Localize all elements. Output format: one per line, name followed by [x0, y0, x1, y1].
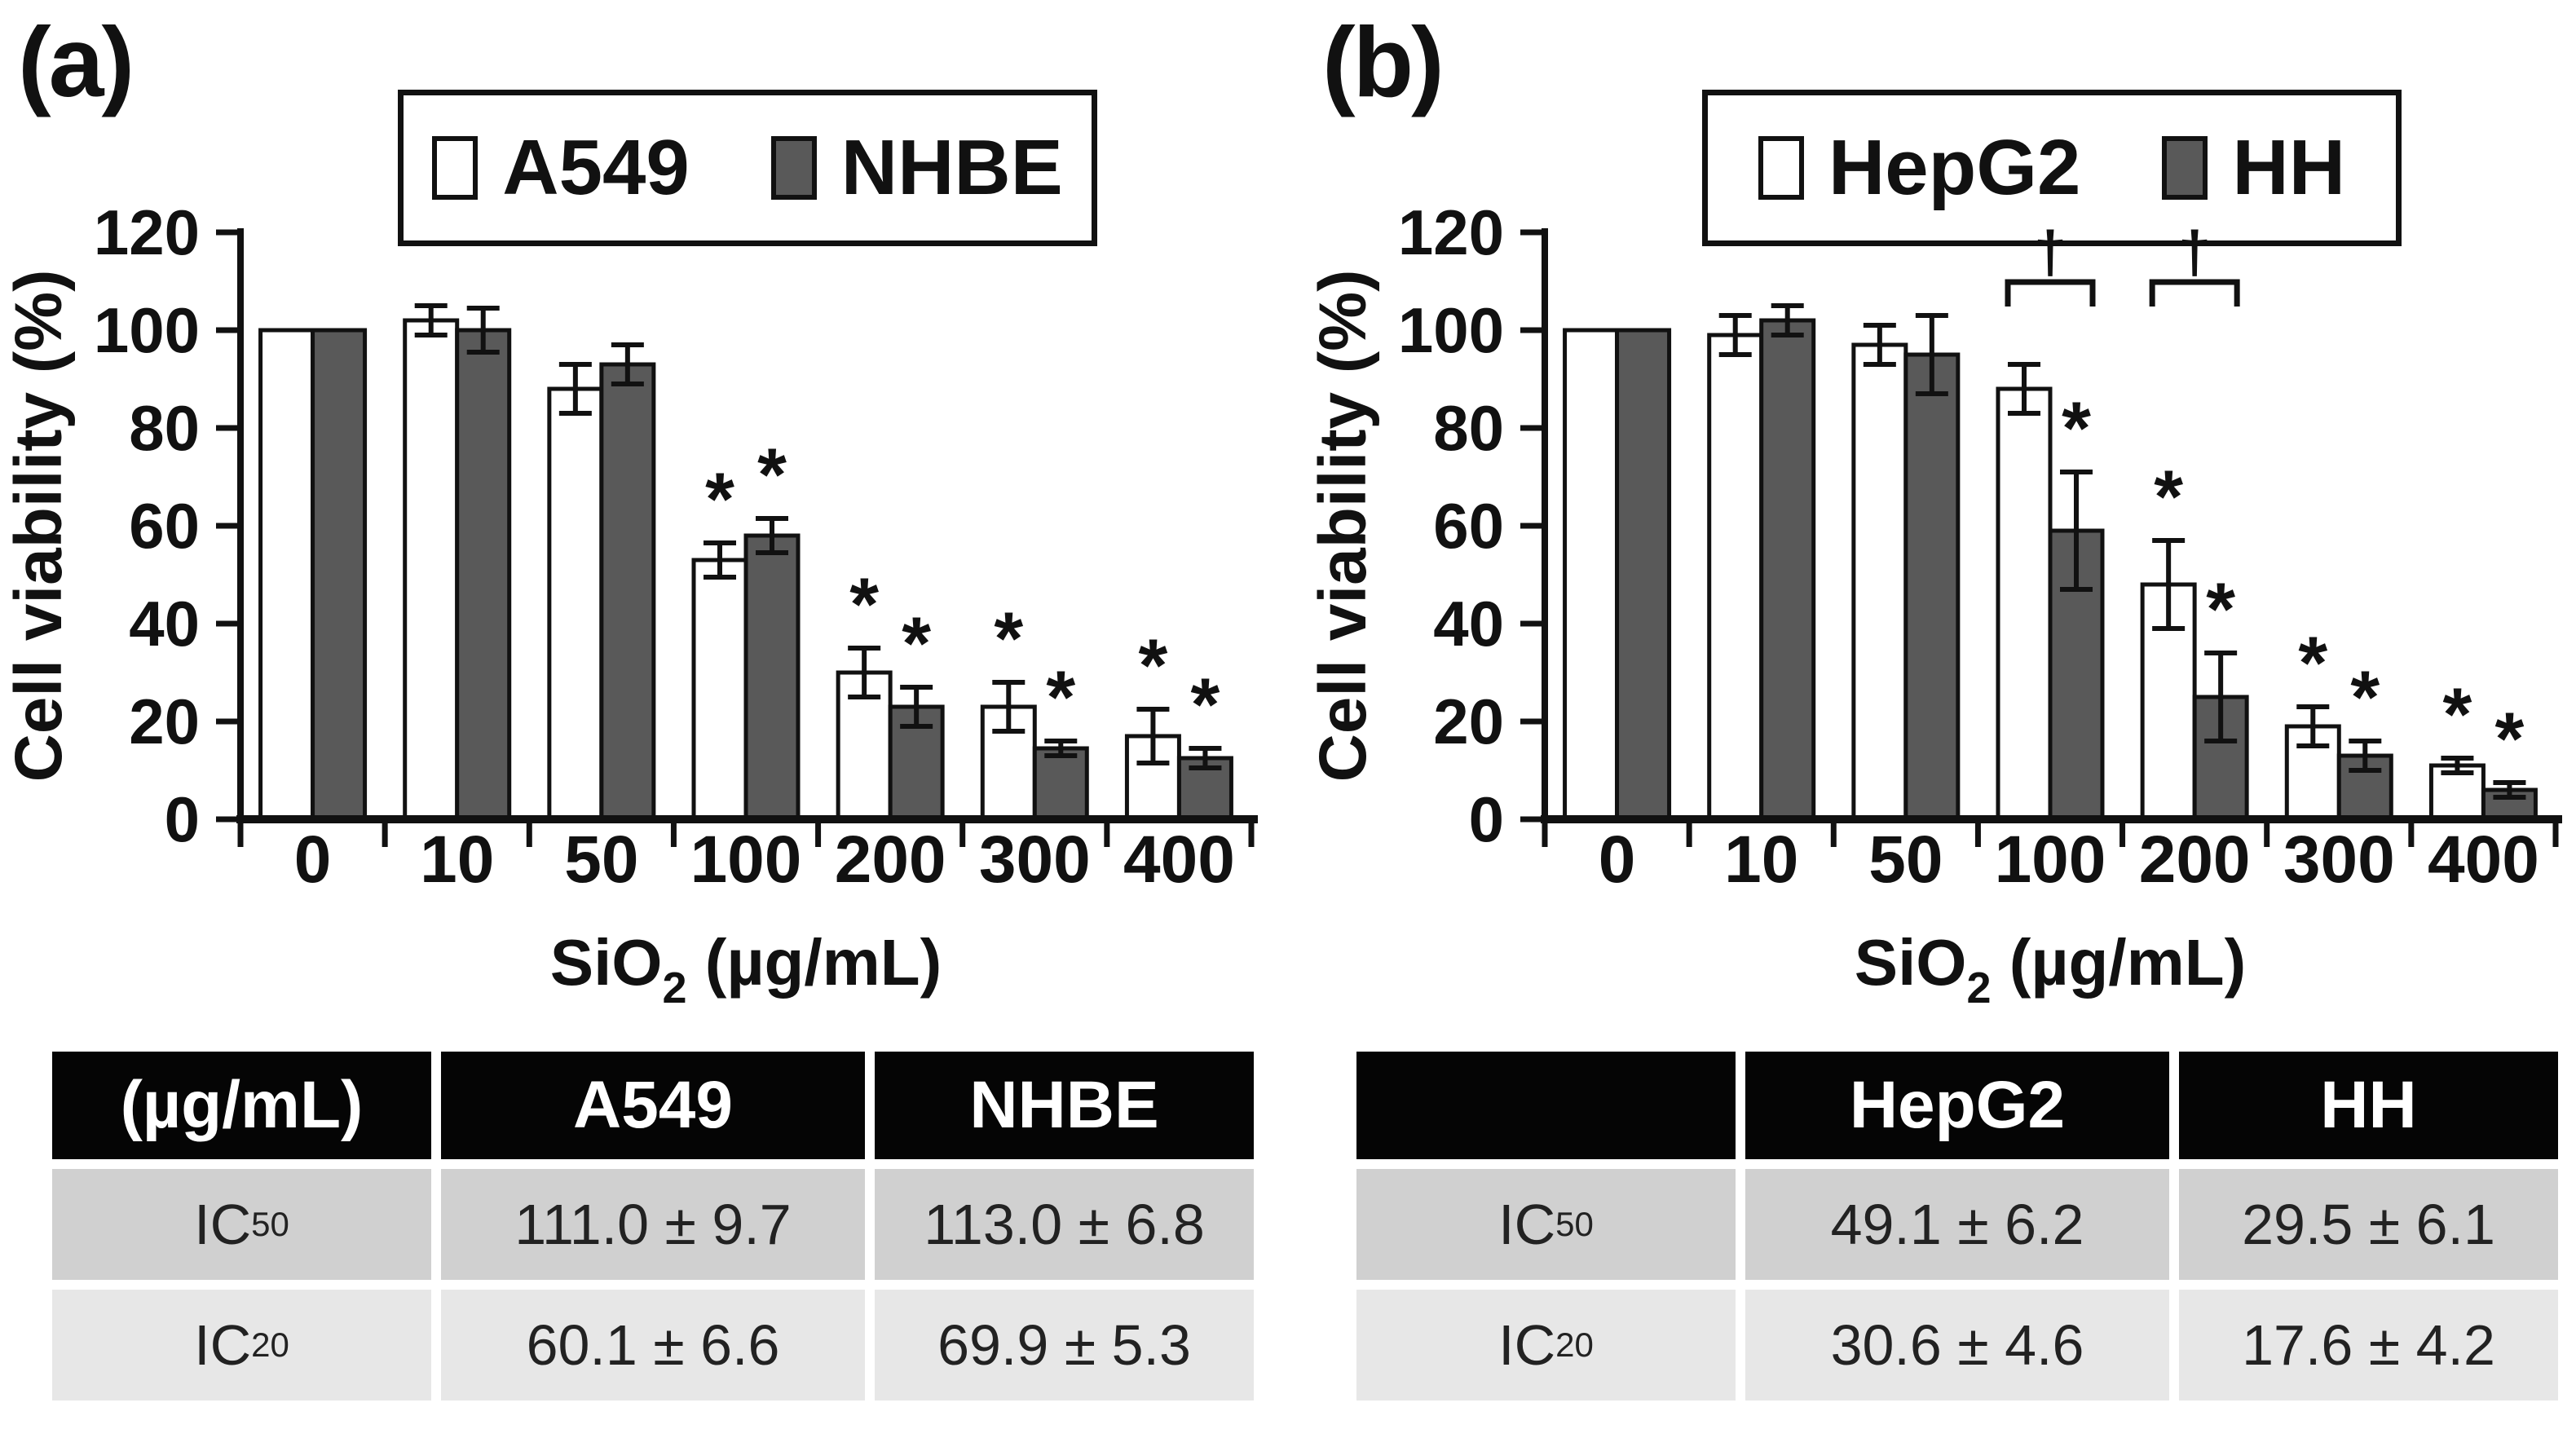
svg-text:400: 400 — [2428, 823, 2539, 897]
ic20-sub: 20 — [251, 1326, 289, 1364]
svg-text:100: 100 — [1398, 294, 1504, 366]
svg-text:200: 200 — [835, 823, 946, 897]
legend-label-nhbe: NHBE — [840, 124, 1063, 211]
table-a-row-ic50-label: IC 50 — [52, 1169, 431, 1280]
svg-text:*: * — [2062, 387, 2091, 470]
svg-text:*: * — [994, 598, 1023, 681]
table-a-ic20-nhbe: 69.9 ± 5.3 — [875, 1290, 1254, 1401]
svg-text:*: * — [2298, 622, 2327, 705]
svg-text:0: 0 — [1599, 823, 1636, 897]
svg-text:20: 20 — [1433, 686, 1504, 757]
svg-text:SiO2 (µg/mL): SiO2 (µg/mL) — [550, 926, 942, 1012]
table-a-ic50-nhbe: 113.0 ± 6.8 — [875, 1169, 1254, 1280]
svg-text:100: 100 — [94, 294, 200, 366]
svg-text:*: * — [757, 434, 787, 517]
table-a-ic50-a549: 111.0 ± 9.7 — [441, 1169, 865, 1280]
panel-b-label: (b) — [1322, 7, 1445, 117]
svg-text:*: * — [2443, 673, 2472, 756]
legend-label-a549: A549 — [502, 124, 690, 211]
legend-item-hh: HH — [2162, 123, 2345, 213]
legend-swatch-a549 — [432, 136, 479, 200]
svg-text:*: * — [705, 458, 734, 541]
ic20-text: IC — [1498, 1313, 1556, 1377]
table-b-header-blank — [1356, 1052, 1736, 1159]
table-b-row-ic50-label: IC 50 — [1356, 1169, 1736, 1280]
legend-swatch-hh — [2162, 136, 2208, 200]
svg-text:300: 300 — [2283, 823, 2395, 897]
svg-text:80: 80 — [1433, 392, 1504, 464]
svg-text:80: 80 — [129, 392, 200, 464]
svg-text:100: 100 — [1995, 823, 2106, 897]
svg-text:60: 60 — [1433, 490, 1504, 562]
svg-text:10: 10 — [420, 823, 494, 897]
svg-text:0: 0 — [1469, 783, 1504, 855]
svg-text:100: 100 — [690, 823, 802, 897]
ic20-text: IC — [194, 1313, 252, 1377]
legend-swatch-hepg2 — [1758, 136, 1804, 200]
svg-text:*: * — [2206, 568, 2235, 651]
legend-item-nhbe: NHBE — [770, 123, 1063, 213]
svg-text:*: * — [902, 602, 931, 686]
svg-text:*: * — [1139, 624, 1168, 708]
svg-text:300: 300 — [979, 823, 1091, 897]
svg-text:*: * — [2154, 456, 2183, 539]
svg-text:Cell viability (%): Cell viability (%) — [2, 270, 76, 783]
svg-text:†: † — [2178, 220, 2211, 285]
svg-text:400: 400 — [1123, 823, 1235, 897]
svg-text:Cell viability (%): Cell viability (%) — [1306, 270, 1380, 783]
svg-text:0: 0 — [294, 823, 332, 897]
legend-label-hepg2: HepG2 — [1828, 124, 2081, 211]
svg-text:50: 50 — [564, 823, 638, 897]
svg-text:40: 40 — [1433, 588, 1504, 659]
table-a-header-a549: A549 — [441, 1052, 865, 1159]
svg-text:*: * — [2495, 698, 2525, 781]
ic50-sub: 50 — [251, 1205, 289, 1243]
panel-a: (a) A549 NHBE * * * * * * * * 0 20 40 60 80 100 120 0 10… — [0, 0, 1272, 1438]
table-a-row-ic20-label: IC 20 — [52, 1290, 431, 1401]
table-b-ic20-hepg2: 30.6 ± 4.6 — [1745, 1290, 2169, 1401]
legend-item-a549: A549 — [432, 123, 690, 213]
svg-text:*: * — [2350, 656, 2380, 739]
svg-text:40: 40 — [129, 588, 200, 659]
svg-text:0: 0 — [165, 783, 200, 855]
table-a-header-unit: (µg/mL) — [52, 1052, 431, 1159]
ic-table-a: (µg/mL) A549 NHBE IC 50 111.0 ± 9.7 113.0… — [52, 1052, 1254, 1401]
legend-label-hh: HH — [2232, 124, 2346, 211]
svg-text:120: 120 — [1398, 196, 1504, 268]
table-b-row-ic20-label: IC 20 — [1356, 1290, 1736, 1401]
svg-text:20: 20 — [129, 686, 200, 757]
ic50-text: IC — [1498, 1193, 1556, 1256]
ic50-sub: 50 — [1555, 1205, 1594, 1243]
table-b-header-hh: HH — [2179, 1052, 2558, 1159]
table-a-header-nhbe: NHBE — [875, 1052, 1254, 1159]
svg-text:†: † — [2034, 220, 2067, 285]
table-a-ic20-a549: 60.1 ± 6.6 — [441, 1290, 865, 1401]
svg-text:200: 200 — [2139, 823, 2251, 897]
legend-item-hepg2: HepG2 — [1758, 123, 2080, 213]
svg-text:*: * — [849, 563, 879, 646]
table-b-header-hepg2: HepG2 — [1745, 1052, 2169, 1159]
table-b-ic20-hh: 17.6 ± 4.2 — [2179, 1290, 2558, 1401]
svg-text:60: 60 — [129, 490, 200, 562]
legend-b: HepG2 HH — [1702, 90, 2402, 246]
svg-text:50: 50 — [1868, 823, 1943, 897]
svg-text:*: * — [1191, 664, 1220, 747]
legend-swatch-nhbe — [770, 136, 817, 200]
ic50-text: IC — [194, 1193, 252, 1256]
table-b-ic50-hh: 29.5 ± 6.1 — [2179, 1169, 2558, 1280]
ic-table-b: HepG2 HH IC 50 49.1 ± 6.2 29.5 ± 6.1 IC 20… — [1356, 1052, 2558, 1401]
panel-b: (b) HepG2 HH * * * * * * * 0 20 40 60 80 100 120 0 10 50… — [1304, 0, 2576, 1438]
svg-text:*: * — [1046, 656, 1075, 739]
svg-text:SiO2 (µg/mL): SiO2 (µg/mL) — [1855, 926, 2247, 1012]
legend-a: A549 NHBE — [398, 90, 1097, 246]
svg-text:10: 10 — [1724, 823, 1798, 897]
panel-a-label: (a) — [18, 7, 135, 117]
table-b-ic50-hepg2: 49.1 ± 6.2 — [1745, 1169, 2169, 1280]
bar-chart-a: * * * * * * * * 0 20 40 60 80 100 120 0 10 50 100 200 300 400… — [2, 196, 1258, 1012]
bar-chart-b: * * * * * * * 0 20 40 60 80 100 120 0 10 50 100 200 300 400 S… — [1306, 196, 2562, 1012]
ic20-sub: 20 — [1555, 1326, 1594, 1364]
svg-text:120: 120 — [94, 196, 200, 268]
